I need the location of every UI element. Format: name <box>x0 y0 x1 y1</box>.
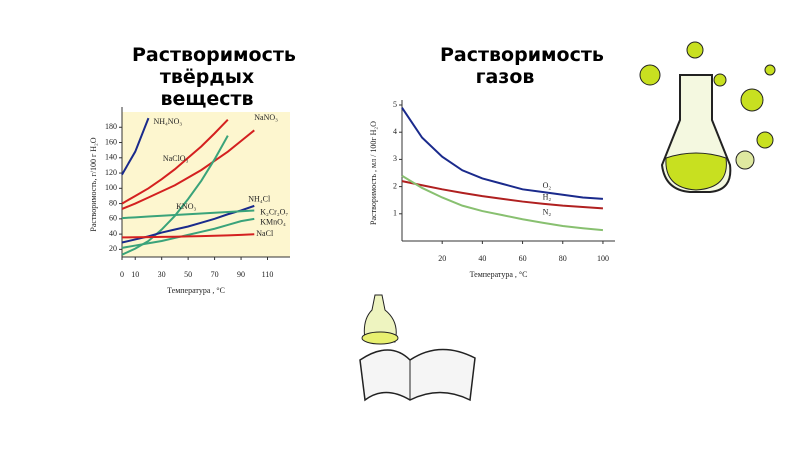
y-tick-label: 60 <box>109 214 117 223</box>
y-tick-label: 120 <box>105 168 117 177</box>
series-label: NH₄NO₃ <box>153 117 182 126</box>
series-line <box>121 209 255 220</box>
series-label: NaCl <box>256 229 274 238</box>
y-tick-label: 2 <box>393 181 397 190</box>
x-axis-label: Температура , °C <box>167 286 225 295</box>
x-axis-label: Температура , °C <box>470 270 528 279</box>
series-line <box>401 107 604 200</box>
series-line <box>121 217 255 249</box>
x-tick-label: 80 <box>559 254 567 263</box>
series-line <box>121 118 229 205</box>
chart-title: Растворимость газов <box>440 44 604 88</box>
y-tick-label: 1 <box>393 209 397 218</box>
chart-title: Растворимость твёрдых веществ <box>132 44 296 110</box>
x-tick-label: 10 <box>131 270 139 279</box>
x-tick-label: 100 <box>597 254 609 263</box>
y-tick-label: 20 <box>109 244 117 253</box>
y-tick-label: 180 <box>105 122 117 131</box>
x-tick-label: 50 <box>184 270 192 279</box>
series-label: K₂Cr₂O₇ <box>260 207 288 216</box>
series-line <box>121 129 255 210</box>
y-tick-label: 4 <box>393 127 397 136</box>
series-label: NaClO₃ <box>163 154 189 163</box>
series-label: H₂ <box>543 193 552 202</box>
series-label: NH₄Cl <box>248 195 271 204</box>
x-tick-label: 30 <box>158 270 166 279</box>
x-tick-label: 110 <box>262 270 274 279</box>
x-tick-label: 20 <box>438 254 446 263</box>
series-label: KMnO₄ <box>260 218 286 227</box>
y-tick-label: 40 <box>109 229 117 238</box>
series-label: KNO₃ <box>176 202 196 211</box>
y-tick-label: 160 <box>105 137 117 146</box>
series-label: NaNO₃ <box>254 113 278 122</box>
y-axis-label: Растворимость, г/100 г H₂O <box>89 137 98 231</box>
series-line <box>401 174 604 232</box>
plot-area <box>122 112 290 257</box>
x-tick-label: 70 <box>211 270 219 279</box>
series-line <box>121 233 255 239</box>
x-tick-label: 60 <box>519 254 527 263</box>
plot-area <box>402 105 615 241</box>
flask-clipart <box>639 41 776 193</box>
x-tick-label: 90 <box>237 270 245 279</box>
x-tick-label: 0 <box>120 270 124 279</box>
y-tick-label: 100 <box>105 183 117 192</box>
series-label: O₂ <box>543 181 552 190</box>
series-line <box>401 180 604 210</box>
y-axis-label: Растворимость , мл / 100г H₂O <box>369 121 378 225</box>
x-tick-label: 40 <box>478 254 486 263</box>
book-clipart <box>359 294 476 402</box>
series-label: N₂ <box>543 208 552 217</box>
series-line <box>121 117 150 176</box>
y-tick-label: 80 <box>109 198 117 207</box>
y-tick-label: 140 <box>105 153 117 162</box>
y-tick-label: 5 <box>393 100 397 109</box>
y-tick-label: 3 <box>393 154 397 163</box>
